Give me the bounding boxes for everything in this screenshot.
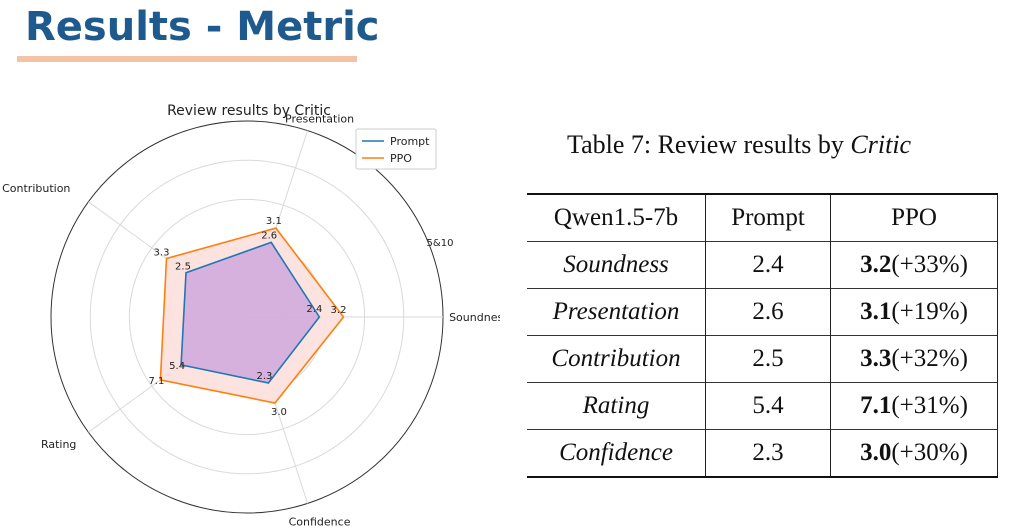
table-header-row: Qwen1.5-7b Prompt PPO xyxy=(527,194,998,242)
row-ppo-value: 3.1(+19%) xyxy=(830,288,998,336)
ppo-gain: (+33%) xyxy=(891,251,968,278)
row-prompt-value: 2.5 xyxy=(705,335,831,383)
row-metric: Rating xyxy=(527,382,706,430)
table-row: Rating 5.4 7.1(+31%) xyxy=(527,382,998,430)
row-prompt-value: 2.6 xyxy=(705,288,831,336)
row-metric: Contribution xyxy=(527,335,706,383)
table-row: Presentation 2.6 3.1(+19%) xyxy=(527,288,998,336)
row-ppo-value: 3.0(+30%) xyxy=(830,429,998,477)
series-line-ppo xyxy=(159,227,345,404)
header-model: Qwen1.5-7b xyxy=(527,194,706,242)
series-line-prompt xyxy=(180,241,321,384)
row-metric: Presentation xyxy=(527,288,706,336)
ppo-score: 3.0 xyxy=(860,439,892,466)
table-row: Contribution 2.5 3.3(+32%) xyxy=(527,335,998,383)
row-prompt-value: 2.3 xyxy=(705,429,831,477)
ppo-score: 7.1 xyxy=(860,392,892,419)
chart-title: Review results by Critic xyxy=(167,103,331,119)
row-prompt-value: 5.4 xyxy=(705,382,831,430)
radar-chart: Review results by Critic 5&10 2.4 2.6 2.5 5… xyxy=(2,103,500,528)
row-metric: Soundness xyxy=(527,241,706,289)
data-label-ppo: 3.2 xyxy=(331,305,347,316)
table-caption-prefix: Table 7: Review results by xyxy=(567,130,851,159)
slide-title: Results - Metric xyxy=(25,4,380,50)
chart-legend: Prompt PPO xyxy=(355,128,437,170)
header-prompt: Prompt xyxy=(705,194,831,242)
data-label-prompt: 2.4 xyxy=(306,304,322,315)
results-table-container: Qwen1.5-7b Prompt PPO Soundness 2.4 3.2(… xyxy=(527,193,998,478)
row-ppo-value: 7.1(+31%) xyxy=(830,382,998,430)
axis-label-presentation: Presentation xyxy=(285,113,354,126)
data-label-ppo: 3.1 xyxy=(266,216,282,227)
data-label-prompt: 5.4 xyxy=(169,361,185,372)
data-label-prompt: 2.5 xyxy=(175,262,191,273)
ppo-score: 3.3 xyxy=(860,345,892,372)
data-label-ppo: 3.3 xyxy=(154,248,170,259)
table-row: Soundness 2.4 3.2(+33%) xyxy=(527,241,998,289)
table-caption: Table 7: Review results by Critic xyxy=(567,130,911,160)
data-label-prompt: 2.3 xyxy=(256,371,272,382)
title-underline xyxy=(17,56,357,62)
ppo-gain: (+30%) xyxy=(891,439,968,466)
data-label-prompt: 2.6 xyxy=(261,230,277,241)
axis-label-contribution: Contribution xyxy=(2,182,70,195)
results-table: Qwen1.5-7b Prompt PPO Soundness 2.4 3.2(… xyxy=(527,193,998,478)
row-metric: Confidence xyxy=(527,429,706,477)
legend-label-prompt: Prompt xyxy=(390,135,430,148)
table-row: Confidence 2.3 3.0(+30%) xyxy=(527,429,998,477)
ppo-gain: (+32%) xyxy=(891,345,968,372)
data-label-ppo: 3.0 xyxy=(271,407,287,418)
axis-label-soundness: Soundness xyxy=(449,311,500,324)
row-ppo-value: 3.2(+33%) xyxy=(830,241,998,289)
series-fill-prompt xyxy=(181,242,320,383)
row-prompt-value: 2.4 xyxy=(705,241,831,289)
table-caption-emphasis: Critic xyxy=(850,130,912,159)
legend-box xyxy=(355,128,437,170)
row-ppo-value: 3.3(+32%) xyxy=(830,335,998,383)
axis-label-rating: Rating xyxy=(41,438,76,451)
data-label-ppo: 7.1 xyxy=(148,376,164,387)
ppo-gain: (+31%) xyxy=(891,392,968,419)
ppo-gain: (+19%) xyxy=(891,298,968,325)
legend-label-ppo: PPO xyxy=(390,152,412,165)
header-ppo: PPO xyxy=(830,194,998,242)
ppo-score: 3.2 xyxy=(860,251,892,278)
ppo-score: 3.1 xyxy=(860,298,892,325)
scale-label: 5&10 xyxy=(427,238,454,249)
axis-label-confidence: Confidence xyxy=(289,515,351,528)
